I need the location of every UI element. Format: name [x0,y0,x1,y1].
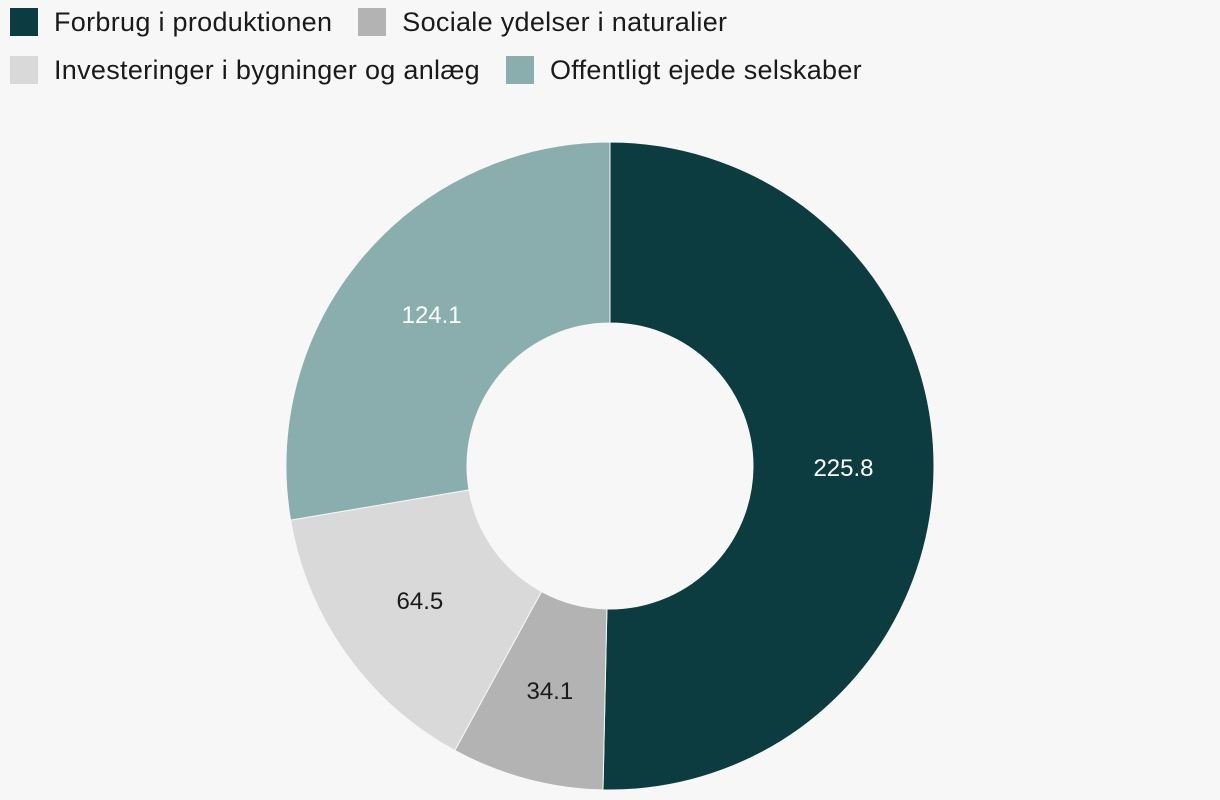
legend-label-selskaber: Offentligt ejede selskaber [549,54,862,85]
legend-item-investeringer[interactable]: Investeringer i bygninger og anlæg [10,54,480,86]
legend-item-selskaber[interactable]: Offentligt ejede selskaber [505,54,862,86]
donut-slice-selskaber[interactable] [285,141,611,521]
legend-swatch-selskaber [505,56,534,84]
slice-label-selskaber: 124.1 [402,302,462,329]
legend-swatch-forbrug [10,8,38,36]
legend-label-investeringer: Investeringer i bygninger og anlæg [54,54,480,85]
donut-slice-forbrug[interactable] [602,141,935,791]
legend-label-forbrug: Forbrug i produktionen [54,6,333,37]
slice-label-forbrug: 225.8 [813,455,873,482]
legend-item-forbrug[interactable]: Forbrug i produktionen [10,6,332,38]
legend-swatch-sociale [358,8,387,36]
donut-slice-investeringer[interactable] [289,489,543,752]
slice-label-sociale: 34.1 [526,678,573,705]
legend-item-sociale[interactable]: Sociale ydelser i naturalier [358,6,727,38]
legend-label-sociale: Sociale ydelser i naturalier [402,6,728,37]
legend: Forbrug i produktionen Sociale ydelser i… [10,6,1210,86]
legend-swatch-investeringer [10,56,38,84]
slice-label-investeringer: 64.5 [397,588,444,615]
